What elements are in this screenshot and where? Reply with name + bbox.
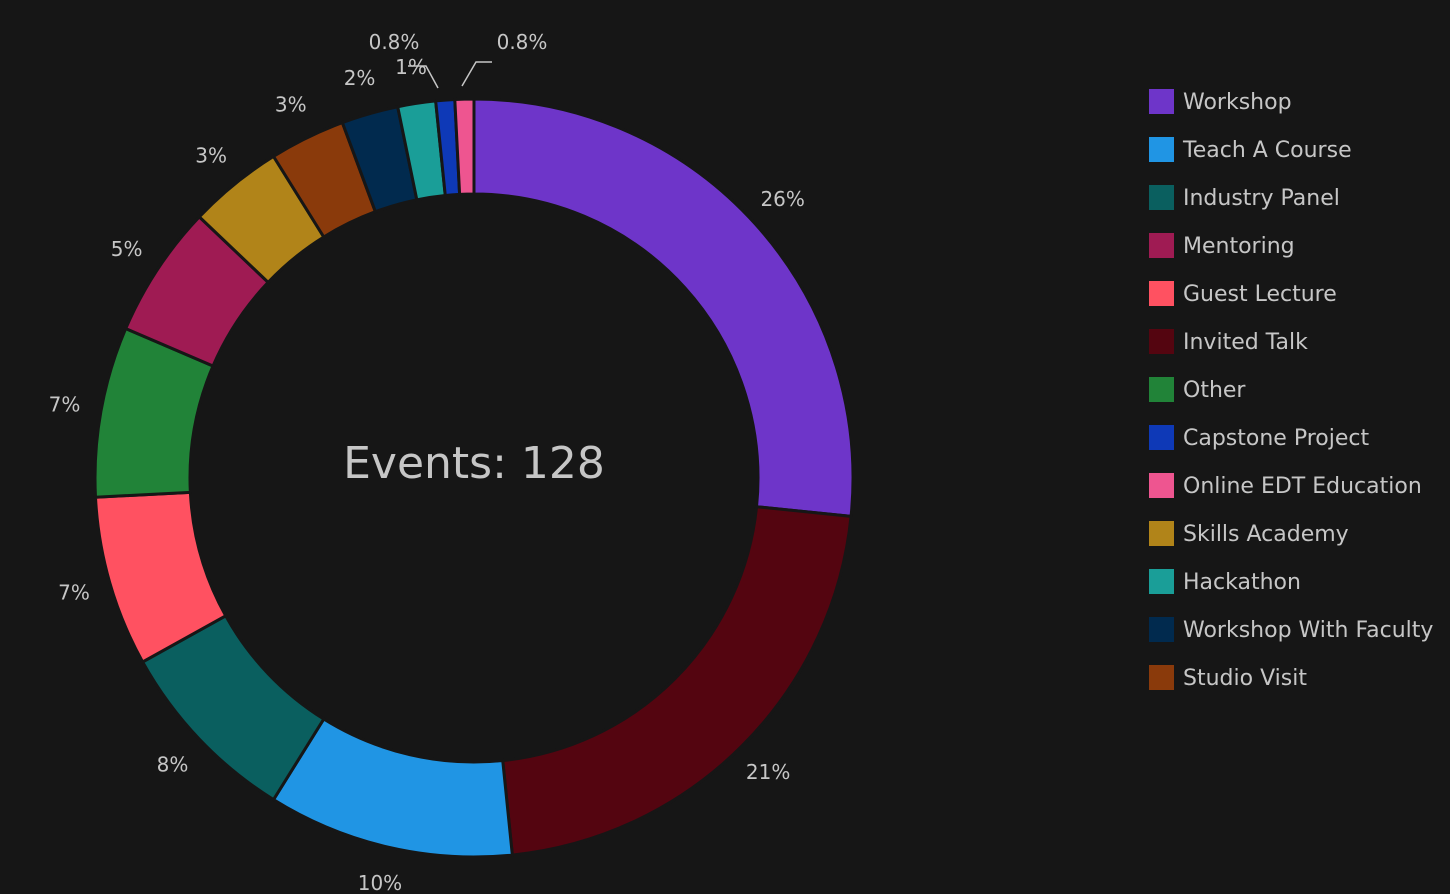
legend-swatch-industry-panel[interactable]	[1149, 185, 1174, 210]
legend-label-workshop[interactable]: Workshop	[1183, 90, 1292, 115]
percent-label-skills-academy: 3%	[195, 144, 227, 168]
slice-workshop[interactable]	[472, 97, 855, 518]
legend-swatch-capstone-project[interactable]	[1149, 425, 1174, 450]
percent-label-capstone-project: 0.8%	[369, 30, 420, 54]
legend-swatch-online-edt-education[interactable]	[1149, 473, 1174, 498]
legend-swatch-other[interactable]	[1149, 377, 1174, 402]
percent-labels: 26%21%10%8%7%7%5%3%3%2% 1%0.8% 0.8%	[49, 30, 805, 894]
percent-label-workshop: 26%	[760, 187, 804, 211]
legend-label-studio-visit[interactable]: Studio Visit	[1183, 666, 1307, 691]
percent-label-studio-visit: 3%	[275, 93, 307, 117]
percent-label-hackathon: 1%	[395, 55, 427, 79]
percent-label-industry-panel: 8%	[157, 753, 189, 777]
percent-label-other: 7%	[49, 393, 81, 417]
legend-label-guest-lecture[interactable]: Guest Lecture	[1183, 282, 1337, 307]
donut-slices	[93, 97, 855, 859]
legend-label-other[interactable]: Other	[1183, 378, 1246, 403]
percent-label-workshop-with-faculty: 2%	[344, 66, 376, 90]
legend-label-workshop-with-faculty[interactable]: Workshop With Faculty	[1183, 618, 1433, 643]
legend-label-invited-talk[interactable]: Invited Talk	[1183, 330, 1308, 355]
percent-label-guest-lecture: 7%	[58, 580, 90, 604]
leader-line-online-edt-education	[461, 61, 492, 87]
slice-invited-talk[interactable]	[501, 505, 853, 857]
legend-swatch-guest-lecture[interactable]	[1149, 281, 1174, 306]
percent-label-online-edt-education: 0.8%	[497, 30, 548, 54]
legend-label-hackathon[interactable]: Hackathon	[1183, 570, 1301, 595]
legend: Workshop Teach A Course Industry Panel Ment…	[1149, 89, 1433, 691]
percent-label-teach-a-course: 10%	[358, 871, 402, 894]
legend-swatch-hackathon[interactable]	[1149, 569, 1174, 594]
percent-label-invited-talk: 21%	[746, 760, 790, 784]
legend-swatch-invited-talk[interactable]	[1149, 329, 1174, 354]
legend-label-industry-panel[interactable]: Industry Panel	[1183, 186, 1340, 211]
legend-label-online-edt-education[interactable]: Online EDT Education	[1183, 474, 1422, 499]
label-leader-lines	[408, 61, 492, 89]
legend-swatch-teach-a-course[interactable]	[1149, 137, 1174, 162]
legend-swatch-mentoring[interactable]	[1149, 233, 1174, 258]
legend-label-mentoring[interactable]: Mentoring	[1183, 234, 1295, 259]
leader-line-capstone-project	[408, 65, 439, 89]
percent-label-mentoring: 5%	[111, 237, 143, 261]
legend-swatch-workshop[interactable]	[1149, 89, 1174, 114]
legend-swatch-skills-academy[interactable]	[1149, 521, 1174, 546]
legend-label-capstone-project[interactable]: Capstone Project	[1183, 426, 1369, 451]
legend-swatch-workshop-with-faculty[interactable]	[1149, 617, 1174, 642]
legend-label-teach-a-course[interactable]: Teach A Course	[1182, 138, 1352, 163]
center-label: Events: 128	[343, 438, 605, 489]
legend-label-skills-academy[interactable]: Skills Academy	[1183, 522, 1349, 547]
slice-online-edt-education[interactable]	[453, 97, 476, 196]
legend-swatch-studio-visit[interactable]	[1149, 665, 1174, 690]
